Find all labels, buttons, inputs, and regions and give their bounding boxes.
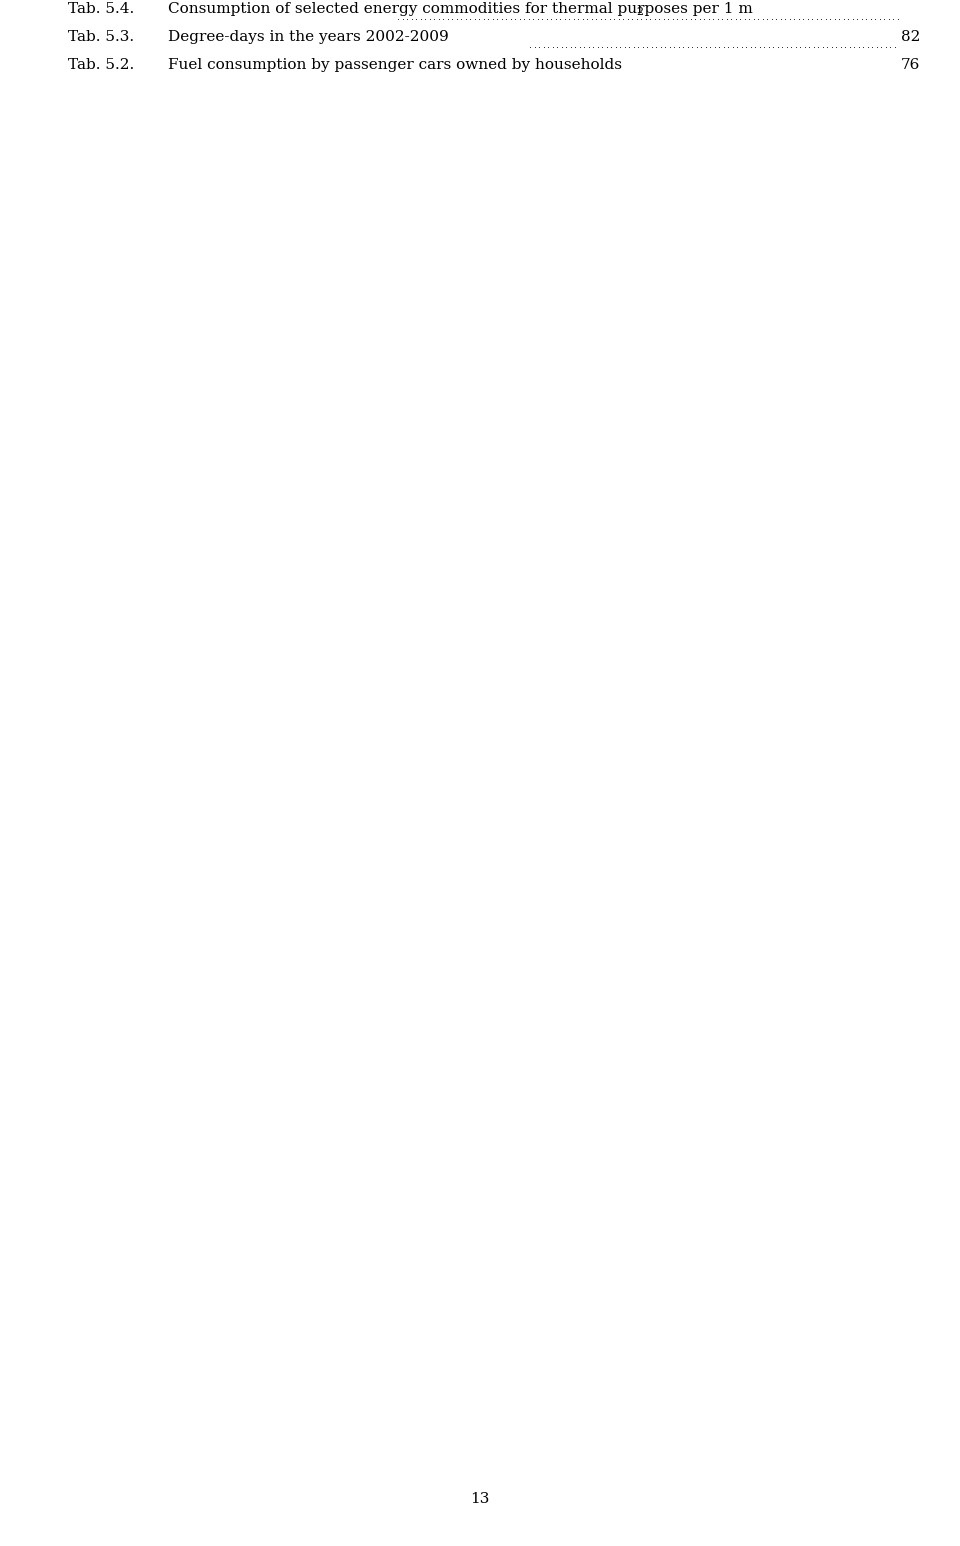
Text: 13: 13	[470, 1492, 490, 1506]
Text: Consumption of selected energy commodities for thermal purposes per 1 m: Consumption of selected energy commoditi…	[168, 2, 753, 15]
Text: Degree-days in the years 2002-2009: Degree-days in the years 2002-2009	[168, 29, 448, 43]
Text: Tab. 5.2.: Tab. 5.2.	[68, 59, 134, 73]
Text: Tab. 5.4.: Tab. 5.4.	[68, 2, 134, 15]
Text: Tab. 5.3.: Tab. 5.3.	[68, 29, 134, 43]
Text: Fuel consumption by passenger cars owned by households: Fuel consumption by passenger cars owned…	[168, 59, 622, 73]
Text: 2: 2	[636, 6, 643, 17]
Text: 82: 82	[900, 29, 920, 43]
Text: 76: 76	[900, 59, 920, 73]
